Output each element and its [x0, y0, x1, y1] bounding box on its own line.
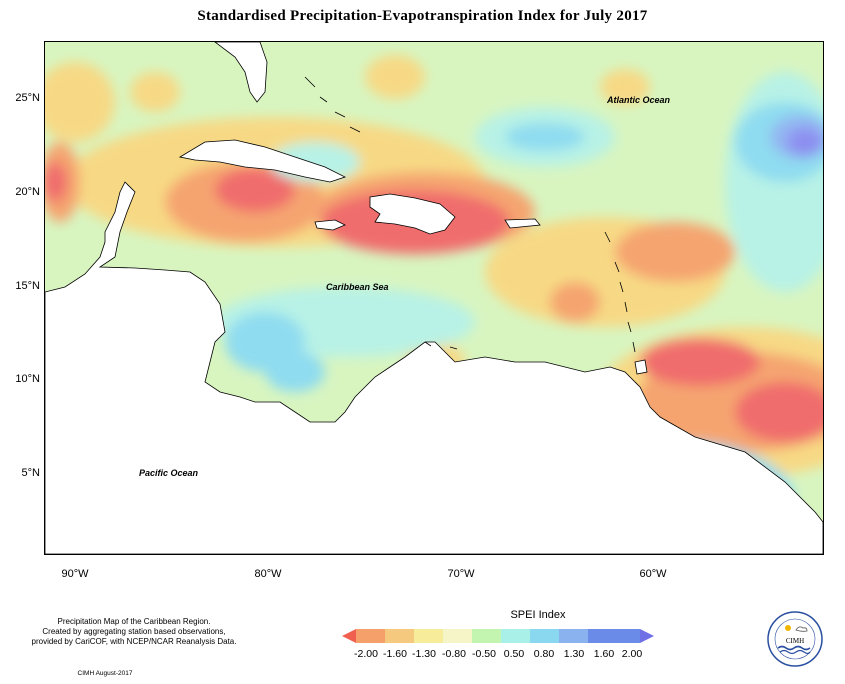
- map-credit: CIMH August-2017: [77, 670, 133, 677]
- central-america-land: [45, 181, 823, 554]
- caption-line-3: provided by CariCOF, with NCEP/NCAR Rean…: [31, 637, 237, 646]
- legend-tick: 0.50: [503, 648, 525, 660]
- caption-line-2: Created by aggregating station based obs…: [42, 627, 226, 636]
- spei-anomaly-field: [45, 55, 823, 554]
- legend-tick: 0.80: [533, 648, 555, 660]
- legend-tick: -1.30: [412, 648, 436, 660]
- puerto-rico-land: [504, 218, 541, 229]
- legend-title: SPEI Index: [510, 609, 566, 621]
- legend-tick: -1.60: [383, 648, 407, 660]
- jamaica-land: [314, 219, 346, 231]
- lat-label-5n: 5°N: [21, 467, 40, 479]
- lon-label-70w: 70°W: [447, 568, 475, 580]
- legend-swatch-2: [385, 629, 414, 643]
- legend-swatch-7: [530, 629, 559, 643]
- legend-swatch-6: [501, 629, 530, 643]
- legend-ticks: -2.00 -1.60 -1.30 -0.80 -0.50 0.50 0.80 …: [354, 648, 644, 662]
- caption-line-1: Precipitation Map of the Caribbean Regio…: [57, 617, 211, 626]
- lat-label-25n: 25°N: [15, 92, 40, 104]
- pacific-ocean-label: Pacific Ocean: [139, 468, 199, 478]
- florida-land: [214, 42, 268, 103]
- lat-label-20n: 20°N: [15, 186, 40, 198]
- legend-tick: -2.00: [354, 648, 378, 660]
- map-caption: Precipitation Map of the Caribbean Regio…: [14, 617, 254, 647]
- legend-swatch-1: [356, 629, 385, 643]
- legend-tick: 1.60: [593, 648, 615, 660]
- lat-label-10n: 10°N: [15, 373, 40, 385]
- spei-map-canvas: [45, 42, 823, 554]
- legend-swatch-8: [559, 629, 588, 643]
- cloud-icon: [795, 626, 808, 632]
- lesser-antilles-islands: [304, 76, 636, 353]
- lon-label-80w: 80°W: [254, 568, 282, 580]
- legend-arrow-wet: [640, 629, 654, 643]
- sun-icon: [785, 625, 791, 631]
- cimh-logo: CIMH: [767, 611, 823, 667]
- caribbean-sea-label: Caribbean Sea: [326, 282, 389, 292]
- land-masses: [45, 42, 823, 554]
- lon-label-90w: 90°W: [61, 568, 89, 580]
- logo-text: CIMH: [786, 637, 804, 645]
- legend-tick: -0.50: [472, 648, 496, 660]
- legend-colorbar: [342, 629, 654, 643]
- atlantic-ocean-label: Atlantic Ocean: [607, 95, 671, 105]
- lon-label-60w: 60°W: [639, 568, 667, 580]
- legend-arrow-dry: [342, 629, 356, 643]
- legend-tick: 2.00: [621, 648, 643, 660]
- legend-tick: -0.80: [442, 648, 466, 660]
- cuba-land: [178, 139, 347, 183]
- map-title: Standardised Precipitation-Evapotranspir…: [197, 8, 648, 24]
- lat-label-15n: 15°N: [15, 280, 40, 292]
- trinidad-land: [634, 359, 648, 375]
- legend-swatch-9: [588, 629, 640, 643]
- legend-tick: 1.30: [563, 648, 585, 660]
- legend-swatch-5: [472, 629, 501, 643]
- spei-map: [44, 41, 824, 555]
- legend-swatch-4: [443, 629, 472, 643]
- legend-swatch-3: [414, 629, 443, 643]
- wave-icon: [777, 645, 811, 651]
- hispaniola-land: [369, 193, 456, 235]
